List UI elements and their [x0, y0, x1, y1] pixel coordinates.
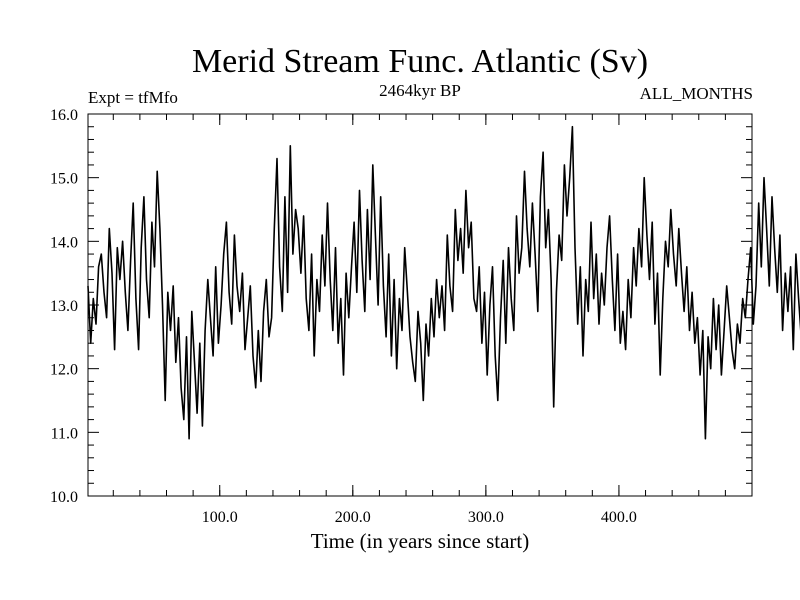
experiment-label: Expt = tfMfo — [88, 88, 178, 107]
x-tick-label: 100.0 — [202, 509, 238, 526]
x-axis-tick-labels: 100.0 200.0 300.0 400.0 — [202, 509, 637, 526]
y-tick-label: 10.0 — [50, 489, 78, 506]
time-period-label: 2464kyr BP — [379, 81, 461, 100]
x-tick-label: 300.0 — [468, 509, 504, 526]
x-tick-label: 200.0 — [335, 509, 371, 526]
y-tick-label: 11.0 — [51, 425, 78, 442]
chart-title: Merid Stream Func. Atlantic (Sv) — [192, 43, 648, 80]
series-layer — [87, 125, 800, 440]
axis-ticks — [88, 113, 752, 497]
series-line — [87, 125, 800, 440]
y-tick-label: 12.0 — [50, 362, 78, 379]
x-axis-title: Time (in years since start) — [311, 529, 530, 553]
months-label: ALL_MONTHS — [640, 84, 753, 103]
y-axis-tick-labels: 10.0 11.0 12.0 13.0 14.0 15.0 16.0 — [50, 107, 78, 506]
y-tick-label: 16.0 — [50, 107, 78, 124]
y-tick-label: 15.0 — [50, 171, 78, 188]
x-tick-label: 400.0 — [601, 509, 637, 526]
plot-frame — [87, 113, 753, 497]
y-tick-label: 14.0 — [50, 234, 78, 251]
y-tick-label: 13.0 — [50, 298, 78, 315]
